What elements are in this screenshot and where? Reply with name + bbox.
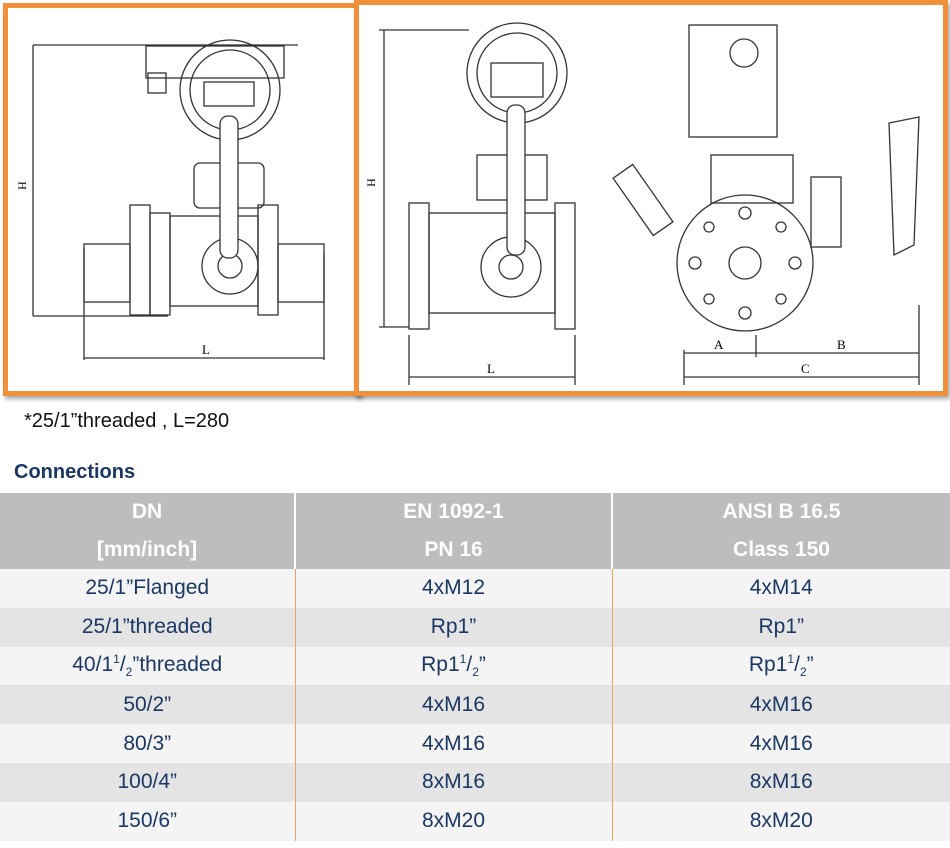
table-row: 150/6” 8xM20 8xM20 (0, 801, 950, 841)
section-title: Connections (14, 461, 136, 483)
cell-text-part: 2 (125, 665, 133, 680)
flanged-meter-drawings: H L A B C (354, 0, 948, 396)
table-row: 40/11/2”threaded Rp11/2” Rp11/2” (0, 646, 950, 686)
threaded-meter-drawing: H L (3, 3, 361, 396)
table-cell: 8xM20 (295, 801, 613, 841)
header-dn: DN (0, 493, 296, 531)
table-cell: 80/3” (0, 724, 296, 763)
table-cell: 8xM16 (295, 762, 613, 802)
table-cell: 4xM16 (295, 685, 613, 725)
cell-text-part: 2 (799, 665, 807, 680)
table-row: 80/3” 4xM16 4xM16 (0, 724, 950, 763)
threaded-length-note: *25/1”threaded , L=280 (24, 410, 230, 432)
cell-text-part: 1 (459, 652, 467, 667)
table-cell: 8xM16 (612, 762, 950, 802)
table-row: 25/1”threaded Rp1” Rp1” (0, 607, 950, 647)
header-row: DN EN 1092-1 ANSI B 16.5 (0, 493, 950, 531)
table-cell: 50/2” (0, 685, 296, 725)
cell-text-part: ” (478, 653, 486, 677)
header-ansi: ANSI B 16.5 (612, 493, 950, 531)
dimension-label-a: A (714, 337, 724, 352)
cell-text-part: ”threaded (132, 653, 223, 677)
dimension-label-h: H (14, 181, 29, 190)
table-cell: 4xM16 (612, 685, 950, 725)
connections-table: DN EN 1092-1 ANSI B 16.5 [mm/inch] PN 16… (0, 493, 950, 841)
cell-text-part: / (119, 653, 126, 677)
table-cell: 4xM16 (295, 724, 613, 763)
header-dn-unit: [mm/inch] (0, 531, 296, 569)
cell-text-part: 2 (472, 665, 479, 680)
table-cell: Rp11/2” (612, 646, 950, 686)
table-cell: 25/1”Flanged (0, 569, 296, 608)
table-cell: 150/6” (0, 801, 296, 841)
cell-text-part: 40/1 (72, 653, 114, 677)
dimension-label-c: C (801, 361, 810, 376)
table-cell: Rp1” (295, 607, 613, 647)
table-cell: 40/11/2”threaded (0, 646, 296, 686)
cell-text-part: 1 (113, 652, 120, 667)
flowmeter-front-view-illustration (32, 39, 325, 360)
table-row: 50/2” 4xM16 4xM16 (0, 685, 950, 725)
table-cell: 4xM12 (295, 569, 613, 608)
dimension-label-l: L (202, 342, 210, 357)
dimension-label-b: B (837, 337, 846, 352)
table-row: 100/4” 8xM16 8xM16 (0, 762, 950, 802)
table-cell: Rp1” (612, 607, 950, 647)
cell-text-part: / (466, 653, 473, 677)
table-cell: 25/1”threaded (0, 607, 296, 647)
dimension-label-l: L (487, 361, 495, 376)
header-ansi-class: Class 150 (612, 531, 950, 569)
cell-text-part: ” (806, 653, 814, 677)
cell-text-part: / (794, 653, 800, 677)
header-en: EN 1092-1 (295, 493, 613, 531)
header-subrow: [mm/inch] PN 16 Class 150 (0, 531, 950, 569)
table-row: 25/1”Flanged 4xM12 4xM14 (0, 569, 950, 608)
table-cell: 100/4” (0, 762, 296, 802)
dimension-label-h: H (363, 178, 378, 187)
table-cell: 8xM20 (612, 801, 950, 841)
cell-text-part: Rp1 (421, 653, 460, 677)
header-en-pressure: PN 16 (295, 531, 613, 569)
flowmeter-front-and-side-view-illustration (379, 22, 920, 385)
table-cell: Rp11/2” (295, 646, 613, 686)
table-cell: 4xM14 (612, 569, 950, 608)
cell-text-part: 1 (787, 652, 795, 667)
table-cell: 4xM16 (612, 724, 950, 763)
cell-text-part: Rp1 (748, 653, 788, 677)
